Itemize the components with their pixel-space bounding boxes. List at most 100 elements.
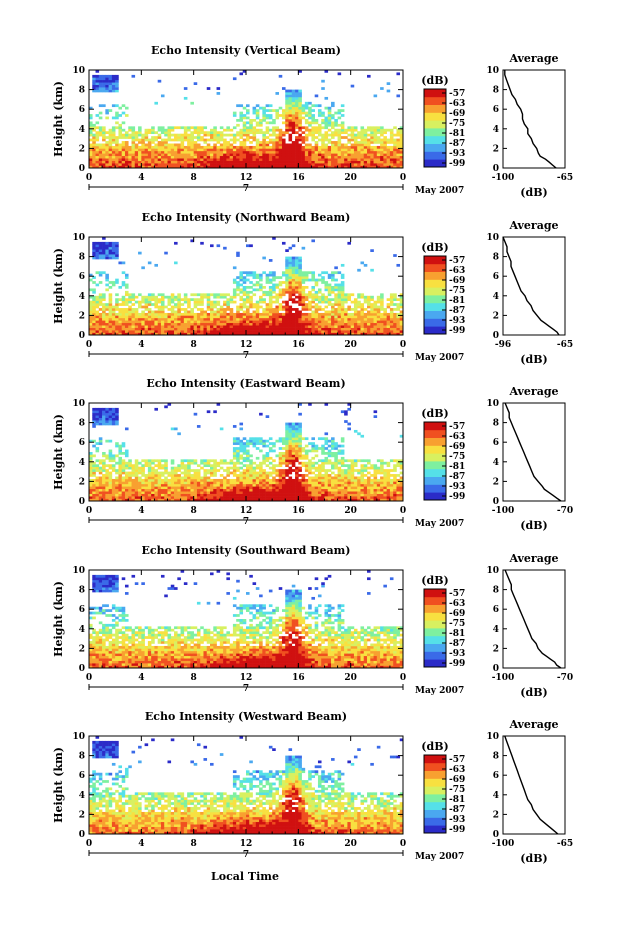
heatmap-cell xyxy=(206,165,211,169)
heatmap-cell xyxy=(131,155,136,159)
heatmap-cell xyxy=(151,298,155,301)
heatmap-cell xyxy=(98,410,103,414)
heatmap-cell xyxy=(177,303,181,306)
heatmap-cell xyxy=(285,96,289,100)
heatmap-cell xyxy=(102,498,106,502)
heatmap-cell xyxy=(314,150,319,154)
heatmap-cell xyxy=(262,315,266,319)
heatmap-cell xyxy=(108,330,113,333)
heatmap-cell xyxy=(167,493,172,497)
heatmap-cell xyxy=(246,163,250,166)
heatmap-cell xyxy=(164,160,168,164)
heatmap-cell xyxy=(118,461,123,465)
heatmap-cell xyxy=(239,163,244,166)
heatmap-cell xyxy=(331,305,335,309)
heatmap-cell xyxy=(376,312,381,316)
heatmap-cell xyxy=(373,305,378,309)
heatmap-cell xyxy=(164,131,168,134)
heatmap-cell xyxy=(121,317,126,321)
heatmap-cell xyxy=(95,148,100,152)
heatmap-cell xyxy=(389,312,394,316)
heatmap-cell xyxy=(340,325,345,328)
heatmap-cell xyxy=(187,469,191,472)
heatmap-cell xyxy=(105,158,109,161)
heatmap-cell xyxy=(134,136,139,139)
heatmap-cell xyxy=(295,310,299,314)
heatmap-cell xyxy=(265,109,270,112)
heatmap-cell xyxy=(288,246,293,250)
heatmap-cell xyxy=(380,133,384,137)
heatmap-cell xyxy=(167,153,172,157)
heatmap-cell xyxy=(98,256,103,260)
heatmap-cell xyxy=(180,141,185,144)
heatmap-cell xyxy=(102,496,106,499)
heatmap-cell xyxy=(242,464,247,467)
heatmap-cell xyxy=(301,246,306,250)
average-y-tick-label: 6 xyxy=(493,105,499,115)
heatmap-cell xyxy=(281,439,286,443)
heatmap-cell xyxy=(213,322,217,326)
heatmap-cell xyxy=(128,150,132,154)
heatmap-cell xyxy=(124,300,129,304)
heatmap-cell xyxy=(317,163,322,166)
heatmap-cell xyxy=(337,315,342,319)
heatmap-cell xyxy=(151,322,155,326)
heatmap-cell xyxy=(108,491,113,494)
heatmap-cell xyxy=(288,286,293,289)
heatmap-cell xyxy=(386,153,391,157)
heatmap-cell xyxy=(242,474,247,477)
heatmap-cell xyxy=(295,94,299,98)
heatmap-cell xyxy=(291,109,296,112)
heatmap-cell xyxy=(324,136,329,139)
heatmap-cell xyxy=(314,141,319,144)
heatmap-cell xyxy=(160,163,165,166)
heatmap-cell xyxy=(160,155,165,159)
heatmap-cell xyxy=(190,322,194,326)
heatmap-cell xyxy=(304,119,309,122)
heatmap-cell xyxy=(121,330,126,333)
heatmap-cell xyxy=(95,317,100,321)
heatmap-cell xyxy=(285,434,289,438)
heatmap-cell xyxy=(95,469,100,472)
heatmap-cell xyxy=(124,461,129,465)
heatmap-cell xyxy=(337,143,342,147)
heatmap-cell xyxy=(200,461,204,465)
heatmap-cell xyxy=(353,133,358,137)
heatmap-cell xyxy=(389,315,394,319)
heatmap-cell xyxy=(196,153,201,157)
heatmap-cell xyxy=(272,148,276,152)
heatmap-cell xyxy=(196,320,201,324)
heatmap-cell xyxy=(200,298,204,301)
heatmap-cell xyxy=(259,315,263,319)
heatmap-cell xyxy=(285,153,289,157)
heatmap-cell xyxy=(154,155,158,159)
heatmap-cell xyxy=(226,308,230,311)
heatmap-cell xyxy=(226,298,230,301)
heatmap-cell xyxy=(141,163,145,166)
heatmap-cell xyxy=(363,136,368,139)
heatmap-cell xyxy=(138,155,142,159)
heatmap-cell xyxy=(226,145,230,149)
heatmap-cell xyxy=(111,155,116,159)
heatmap-cell xyxy=(167,133,172,137)
heatmap-cell xyxy=(160,464,165,467)
heatmap-cell xyxy=(216,322,221,326)
heatmap-cell xyxy=(281,437,286,441)
heatmap-cell xyxy=(304,293,309,297)
heatmap-cell xyxy=(134,496,139,499)
heatmap-cell xyxy=(232,442,237,445)
heatmap-cell xyxy=(105,415,109,418)
heatmap-cell xyxy=(213,148,217,152)
heatmap-cell xyxy=(249,145,253,149)
heatmap-cell xyxy=(141,145,145,149)
heatmap-cell xyxy=(229,330,234,333)
heatmap-cell xyxy=(232,317,237,321)
heatmap-cell xyxy=(239,143,244,147)
heatmap-cell xyxy=(138,488,142,492)
heatmap-cell xyxy=(108,82,113,85)
heatmap-cell xyxy=(295,276,299,279)
heatmap-cell xyxy=(89,278,93,282)
heatmap-cell xyxy=(331,143,335,147)
heatmap-cell xyxy=(187,310,191,314)
heatmap-cell xyxy=(370,312,374,316)
